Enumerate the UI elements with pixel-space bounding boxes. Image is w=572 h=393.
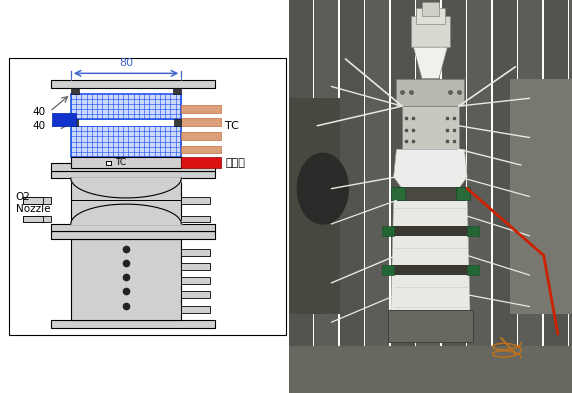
Text: 40: 40 [33, 121, 46, 131]
Polygon shape [394, 149, 467, 189]
FancyBboxPatch shape [23, 197, 51, 204]
FancyBboxPatch shape [388, 310, 473, 342]
FancyBboxPatch shape [51, 171, 215, 178]
FancyBboxPatch shape [340, 0, 364, 393]
FancyBboxPatch shape [396, 79, 464, 106]
FancyBboxPatch shape [467, 226, 479, 236]
FancyBboxPatch shape [181, 105, 221, 113]
Text: 80: 80 [119, 58, 133, 68]
FancyBboxPatch shape [23, 216, 42, 222]
FancyBboxPatch shape [411, 16, 450, 47]
FancyBboxPatch shape [382, 265, 394, 275]
FancyBboxPatch shape [71, 126, 181, 158]
FancyBboxPatch shape [71, 158, 79, 163]
Text: O2
Nozzle: O2 Nozzle [15, 191, 50, 214]
FancyBboxPatch shape [71, 119, 78, 126]
FancyBboxPatch shape [396, 187, 464, 200]
FancyBboxPatch shape [289, 0, 313, 393]
FancyBboxPatch shape [181, 132, 221, 140]
FancyBboxPatch shape [391, 226, 470, 236]
FancyBboxPatch shape [181, 145, 221, 153]
FancyBboxPatch shape [71, 94, 181, 119]
FancyBboxPatch shape [23, 197, 42, 204]
FancyBboxPatch shape [181, 197, 209, 204]
FancyBboxPatch shape [71, 158, 181, 168]
FancyBboxPatch shape [173, 158, 181, 163]
FancyBboxPatch shape [181, 249, 209, 256]
FancyBboxPatch shape [543, 0, 568, 393]
FancyBboxPatch shape [51, 231, 215, 239]
FancyBboxPatch shape [181, 118, 221, 126]
FancyBboxPatch shape [422, 2, 439, 16]
FancyBboxPatch shape [467, 265, 479, 275]
FancyBboxPatch shape [71, 178, 181, 224]
Polygon shape [414, 47, 447, 79]
FancyBboxPatch shape [402, 106, 459, 149]
FancyBboxPatch shape [71, 88, 79, 94]
Text: 40: 40 [33, 107, 46, 117]
FancyBboxPatch shape [71, 123, 181, 126]
FancyBboxPatch shape [51, 320, 215, 328]
FancyBboxPatch shape [289, 346, 572, 393]
FancyBboxPatch shape [51, 224, 215, 231]
FancyBboxPatch shape [467, 0, 491, 393]
FancyBboxPatch shape [391, 187, 405, 200]
FancyBboxPatch shape [23, 216, 51, 222]
FancyBboxPatch shape [51, 163, 215, 171]
Text: TC: TC [225, 121, 239, 131]
FancyBboxPatch shape [416, 0, 440, 393]
FancyBboxPatch shape [391, 265, 470, 275]
FancyBboxPatch shape [442, 0, 466, 393]
FancyBboxPatch shape [315, 0, 339, 393]
FancyBboxPatch shape [181, 291, 209, 298]
FancyBboxPatch shape [174, 119, 181, 126]
FancyBboxPatch shape [569, 0, 572, 393]
FancyBboxPatch shape [518, 0, 542, 393]
FancyBboxPatch shape [391, 0, 415, 393]
FancyBboxPatch shape [173, 88, 181, 94]
FancyBboxPatch shape [106, 161, 112, 165]
FancyBboxPatch shape [181, 158, 221, 168]
Polygon shape [391, 200, 470, 314]
FancyBboxPatch shape [51, 113, 76, 126]
FancyBboxPatch shape [456, 187, 470, 200]
Text: TC: TC [115, 158, 126, 167]
Circle shape [297, 153, 348, 224]
Text: 점화기: 점화기 [225, 158, 245, 168]
FancyBboxPatch shape [181, 263, 209, 270]
FancyBboxPatch shape [382, 226, 394, 236]
FancyBboxPatch shape [71, 239, 181, 320]
FancyBboxPatch shape [181, 277, 209, 284]
FancyBboxPatch shape [9, 58, 286, 335]
FancyBboxPatch shape [510, 79, 572, 314]
FancyBboxPatch shape [416, 8, 444, 24]
FancyBboxPatch shape [181, 216, 209, 222]
FancyBboxPatch shape [181, 305, 209, 312]
FancyBboxPatch shape [51, 81, 215, 88]
FancyBboxPatch shape [366, 0, 390, 393]
FancyBboxPatch shape [289, 98, 340, 314]
FancyBboxPatch shape [492, 0, 517, 393]
